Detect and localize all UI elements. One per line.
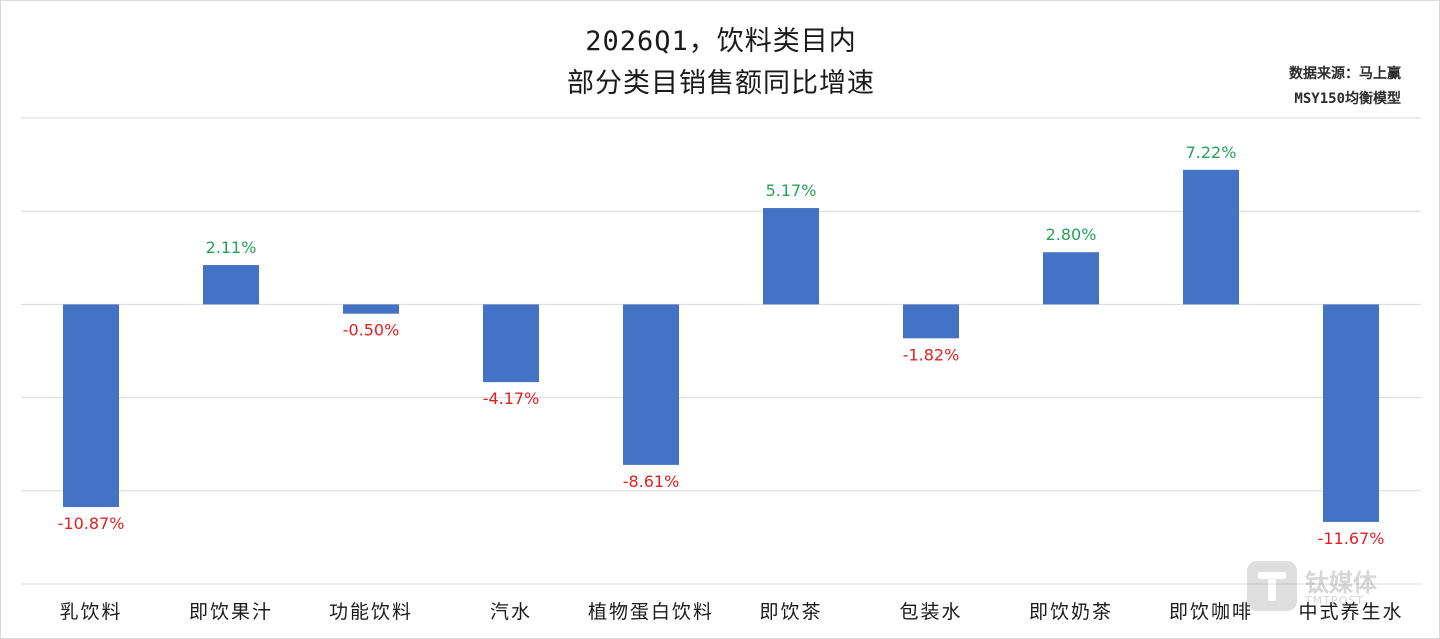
category-label: 功能饮料	[329, 601, 413, 623]
bar	[1183, 169, 1239, 305]
bar	[1043, 252, 1099, 305]
bar	[203, 265, 259, 305]
data-label: -1.82%	[903, 345, 960, 364]
category-label: 即饮茶	[759, 601, 822, 623]
category-label: 中式养生水	[1298, 601, 1403, 623]
chart-title-line-1: 2026Q1，饮料类目内	[585, 26, 857, 57]
data-label: -0.50%	[343, 321, 400, 340]
watermark-subtext: TMTPOST	[1305, 594, 1364, 607]
data-label: -11.67%	[1318, 529, 1385, 548]
category-label: 即饮咖啡	[1169, 601, 1253, 623]
bar	[63, 304, 119, 508]
data-source-label: 数据来源：马上赢	[1289, 66, 1401, 82]
data-label: -4.17%	[483, 389, 540, 408]
bar	[903, 304, 959, 339]
watermark: 钛媒体 TMTPOST	[1247, 561, 1417, 613]
bar	[1323, 304, 1379, 522]
category-label: 包装水	[899, 601, 962, 623]
data-label: 7.22%	[1186, 143, 1237, 162]
bar	[763, 208, 819, 305]
category-label: 即饮奶茶	[1029, 601, 1113, 623]
category-label: 乳饮料	[59, 601, 122, 623]
bar	[343, 304, 399, 314]
bar	[483, 304, 539, 383]
category-label: 即饮果汁	[189, 601, 273, 623]
data-model-label: MSY150均衡模型	[1294, 91, 1401, 107]
data-label: 2.11%	[206, 238, 257, 257]
data-label: -10.87%	[58, 514, 125, 533]
chart-title-line-2: 部分类目销售额同比增速	[567, 68, 875, 99]
category-label: 汽水	[490, 601, 532, 623]
data-label: 5.17%	[766, 181, 817, 200]
category-label: 植物蛋白饮料	[588, 601, 714, 623]
data-label: 2.80%	[1046, 225, 1097, 244]
watermark-text: 钛媒体	[1305, 569, 1377, 597]
watermark-logo-icon	[1247, 561, 1297, 611]
data-label: -8.61%	[623, 472, 680, 491]
bar	[623, 304, 679, 465]
